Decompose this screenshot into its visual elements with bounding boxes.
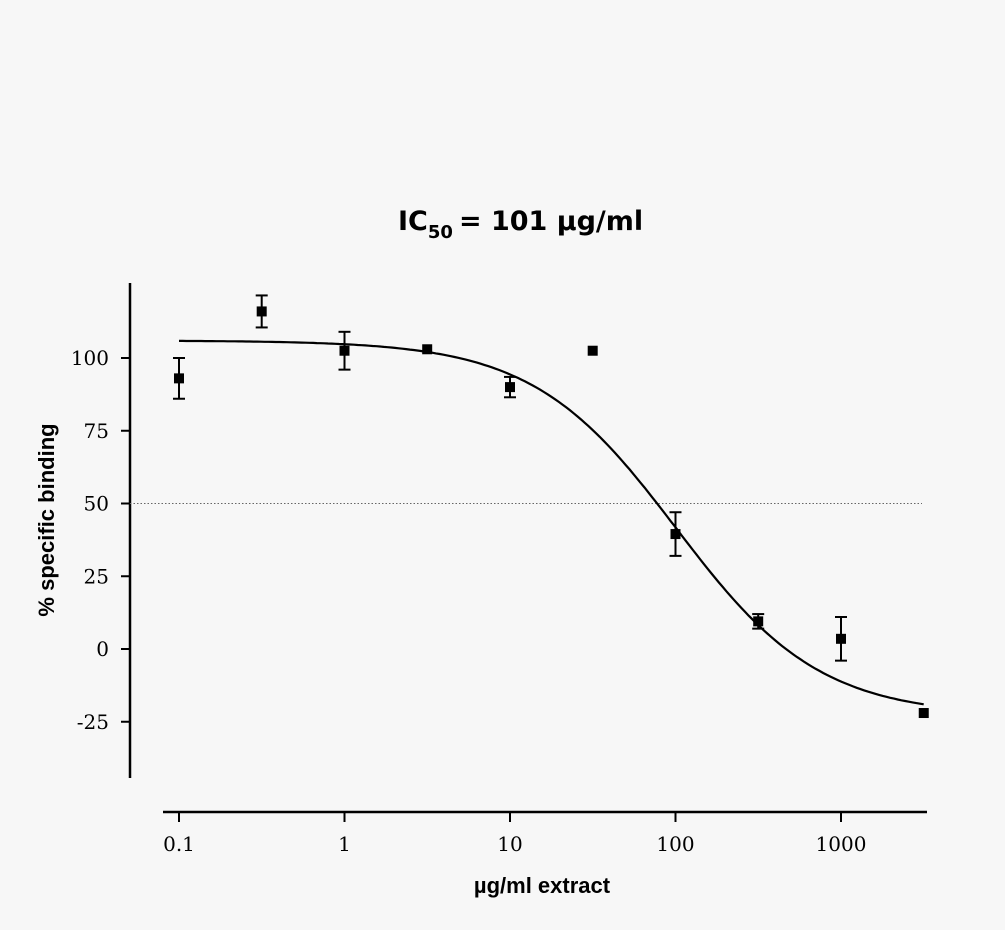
ic50-annotation: IC50 = 101 µg/ml [398,206,643,243]
x-tick-label: 100 [656,832,694,856]
x-tick-label: 10 [497,832,522,856]
y-axis-title: % specific binding [34,423,59,616]
data-point [256,306,267,317]
y-tick-label: 100 [71,346,109,370]
y-tick-label: -25 [77,710,109,734]
data-point [339,345,350,356]
data-point [753,616,764,627]
data-points-group [173,294,929,719]
data-point [670,529,681,540]
fit-curve-group [179,339,924,706]
ic50-value: = 101 µg/ml [459,206,643,237]
y-tick-label: 50 [84,492,109,516]
x-axis-title: µg/ml extract [474,873,611,898]
y-axis-ticks: 100 75 50 25 0 -25 [71,346,130,734]
data-point [836,633,846,644]
x-tick-label: 0.1 [163,832,195,856]
data-point [505,382,515,393]
y-tick-label: 0 [96,637,109,661]
x-tick-label: 1 [338,832,351,856]
data-point [918,708,929,719]
ic50-subscript: 50 [428,222,453,243]
data-point [174,373,184,384]
y-tick-label: 25 [84,564,109,588]
x-axis-ticks: 0.1 1 10 100 1000 [163,812,866,856]
y-tick-label: 75 [84,419,109,443]
data-point [422,344,433,355]
x-tick-label: 1000 [816,832,867,856]
fit-curve [179,339,924,706]
ic50-prefix: IC [398,206,428,237]
data-point [587,345,598,356]
